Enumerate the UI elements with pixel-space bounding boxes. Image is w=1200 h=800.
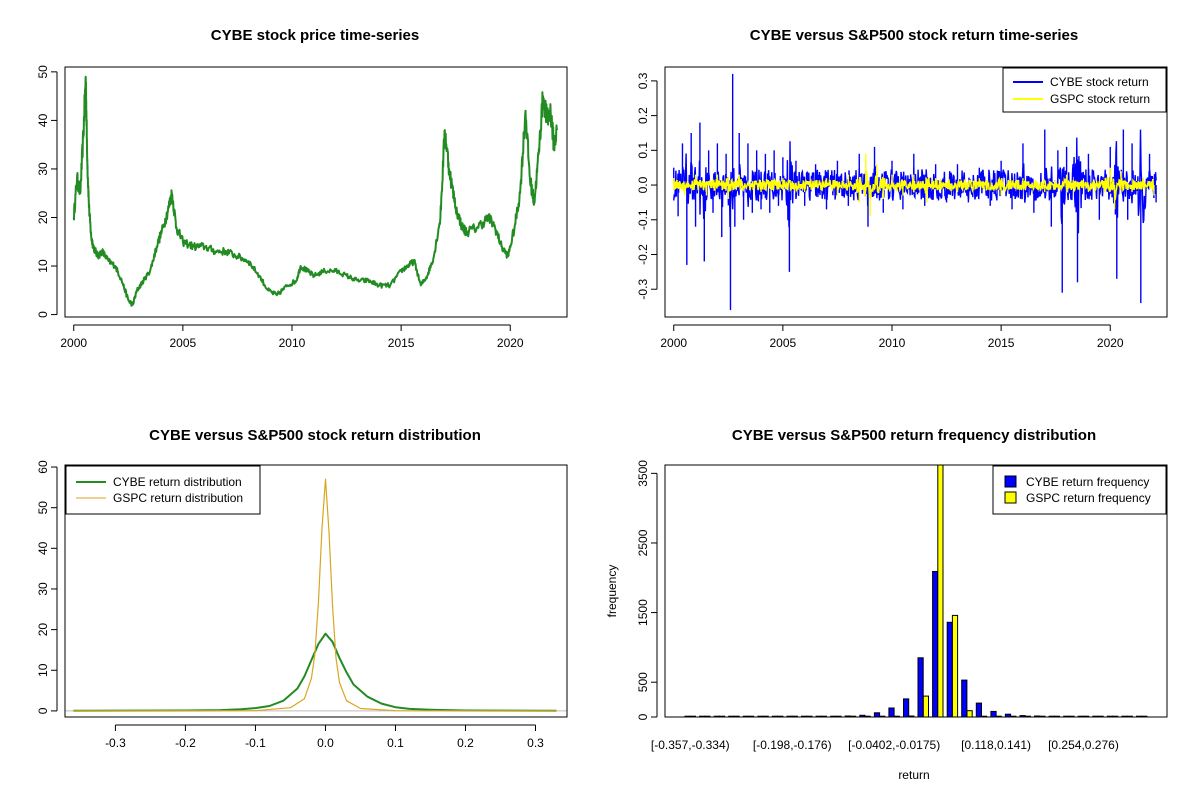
price-plot-frame: [64, 66, 568, 318]
price-y-tick-label: 0: [36, 311, 50, 318]
density-x-tick-label: -0.2: [175, 736, 196, 750]
density-x-tick-label: -0.1: [245, 736, 266, 750]
price-series-line: [72, 75, 559, 307]
returns-y-tick-label: 0.3: [636, 72, 650, 89]
histogram-bar-cybe: [946, 621, 953, 718]
density-y-tick-label: 50: [36, 501, 50, 515]
price-y-tick-label: 20: [36, 210, 50, 224]
density-y-tick-label: 10: [36, 663, 50, 677]
density-chart-title: CYBE versus S&P500 stock return distribu…: [149, 427, 481, 444]
histogram-x-tick-label: [0.118,0.141): [961, 738, 1031, 752]
density-legend: CYBE return distribution GSPC return dis…: [65, 465, 261, 515]
histogram-x-tick-label: [-0.357,-0.334): [651, 738, 730, 752]
panel-returns: CYBE versus S&P500 stock return time-ser…: [636, 27, 1168, 350]
density-y-tick-label: 30: [36, 582, 50, 596]
histogram-x-axis-label: return: [898, 768, 929, 782]
price-y-tick-label: 40: [36, 113, 50, 127]
density-legend-label-gspc: GSPC return distribution: [113, 491, 243, 505]
price-x-tick-label: 2020: [497, 336, 524, 350]
histogram-plot-frame: [664, 464, 1168, 718]
returns-series-gspc-noise: [672, 170, 1155, 201]
density-y-tick-label: 0: [36, 707, 50, 714]
density-legend-label-cybe: CYBE return distribution: [113, 475, 242, 489]
price-y-tick-label: 30: [36, 162, 50, 176]
histogram-bar-cybe: [888, 707, 895, 718]
returns-y-tick-label: -0.2: [636, 244, 650, 265]
density-x-tick-label: -0.3: [105, 736, 126, 750]
histogram-y-tick-label: 500: [636, 672, 650, 692]
histogram-x-tick-label: [-0.0402,-0.0175): [848, 738, 940, 752]
returns-chart-title: CYBE versus S&P500 stock return time-ser…: [750, 27, 1078, 44]
returns-y-tick-label: -0.3: [636, 279, 650, 300]
returns-plot-area: 2000 2005 2010 2015 2020 -0.3 -0.2 -0.1 0.0 0.1 0.…: [636, 72, 1157, 350]
returns-legend: CYBE stock return GSPC stock return: [1002, 67, 1167, 113]
returns-x-tick-label: 2005: [770, 336, 797, 350]
histogram-chart-title: CYBE versus S&P500 return frequency dist…: [732, 427, 1096, 444]
price-x-tick-label: 2000: [60, 336, 87, 350]
returns-y-tick-label: 0.2: [636, 107, 650, 124]
price-x-tick-label: 2010: [279, 336, 306, 350]
histogram-x-tick-label: [0.254,0.276): [1048, 738, 1119, 752]
density-plot-area: -0.3 -0.2 -0.1 0.0 0.1 0.2 0.3 0 10 20 30 40 50 60: [36, 460, 567, 750]
histogram-legend-box: [992, 465, 1167, 515]
histogram-y-tick-label: 3500: [636, 460, 650, 487]
histogram-bar-gspc: [966, 710, 973, 718]
panel-price: CYBE stock price time-series 2000 2005 201…: [36, 27, 568, 350]
price-x-tick-label: 2005: [170, 336, 197, 350]
density-y-tick-label: 60: [36, 460, 50, 474]
density-y-tick-label: 40: [36, 541, 50, 555]
histogram-y-axis-label: frequency: [605, 565, 619, 618]
density-y-tick-label: 20: [36, 623, 50, 637]
density-legend-box: [65, 465, 261, 515]
histogram-bar-cybe: [873, 712, 881, 718]
histogram-legend-swatch-cybe: [1004, 475, 1017, 488]
histogram-bar-gspc: [937, 464, 944, 718]
density-x-tick-label: 0.2: [457, 736, 474, 750]
histogram-y-tick-label: 1500: [636, 599, 650, 626]
returns-y-tick-label: 0.1: [636, 142, 650, 159]
density-x-tick-label: 0.0: [317, 736, 334, 750]
histogram-legend: CYBE return frequency GSPC return freque…: [992, 465, 1167, 515]
histogram-bar-cybe: [975, 702, 982, 718]
returns-legend-label-cybe: CYBE stock return: [1050, 75, 1149, 89]
histogram-legend-swatch-gspc: [1004, 491, 1017, 504]
returns-y-tick-label: 0.0: [636, 176, 650, 193]
histogram-y-tick-label: 2500: [636, 529, 650, 556]
histogram-bar-cybe: [990, 710, 997, 718]
histogram-bar-cybe: [917, 657, 924, 718]
price-y-tick-label: 50: [36, 65, 50, 79]
histogram-bar-cybe: [903, 698, 910, 718]
histogram-y-tick-label: 0: [636, 713, 650, 720]
density-plot-frame: [64, 464, 568, 718]
returns-legend-label-gspc: GSPC stock return: [1050, 92, 1150, 106]
histogram-legend-label-gspc: GSPC return frequency: [1026, 491, 1151, 505]
density-series-cybe: [73, 632, 557, 712]
panel-histogram: CYBE versus S&P500 return frequency dist…: [605, 427, 1168, 782]
returns-legend-box: [1002, 67, 1167, 113]
histogram-x-tick-label: [-0.198,-0.176): [753, 738, 832, 752]
price-x-tick-label: 2015: [388, 336, 415, 350]
histogram-legend-label-cybe: CYBE return frequency: [1026, 475, 1149, 489]
returns-x-tick-label: 2000: [660, 336, 687, 350]
price-chart-title: CYBE stock price time-series: [211, 27, 419, 44]
density-x-tick-label: 0.1: [387, 736, 404, 750]
returns-x-tick-label: 2010: [879, 336, 906, 350]
returns-y-tick-label: -0.1: [636, 209, 650, 230]
price-y-tick-label: 10: [36, 259, 50, 273]
returns-x-tick-label: 2020: [1097, 336, 1124, 350]
histogram-bar-cybe: [932, 571, 939, 718]
histogram-bar-cybe: [961, 679, 968, 718]
panel-density: CYBE versus S&P500 stock return distribu…: [36, 427, 568, 750]
price-plot-area: 2000 2005 2010 2015 2020 0 10 20 30 40 50: [36, 65, 559, 350]
returns-x-tick-label: 2015: [988, 336, 1015, 350]
histogram-bar-gspc: [922, 695, 929, 718]
histogram-bar-gspc: [951, 614, 959, 718]
density-x-tick-label: 0.3: [527, 736, 544, 750]
density-series-gspc: [73, 478, 557, 712]
returns-plot-frame: [664, 66, 1168, 318]
